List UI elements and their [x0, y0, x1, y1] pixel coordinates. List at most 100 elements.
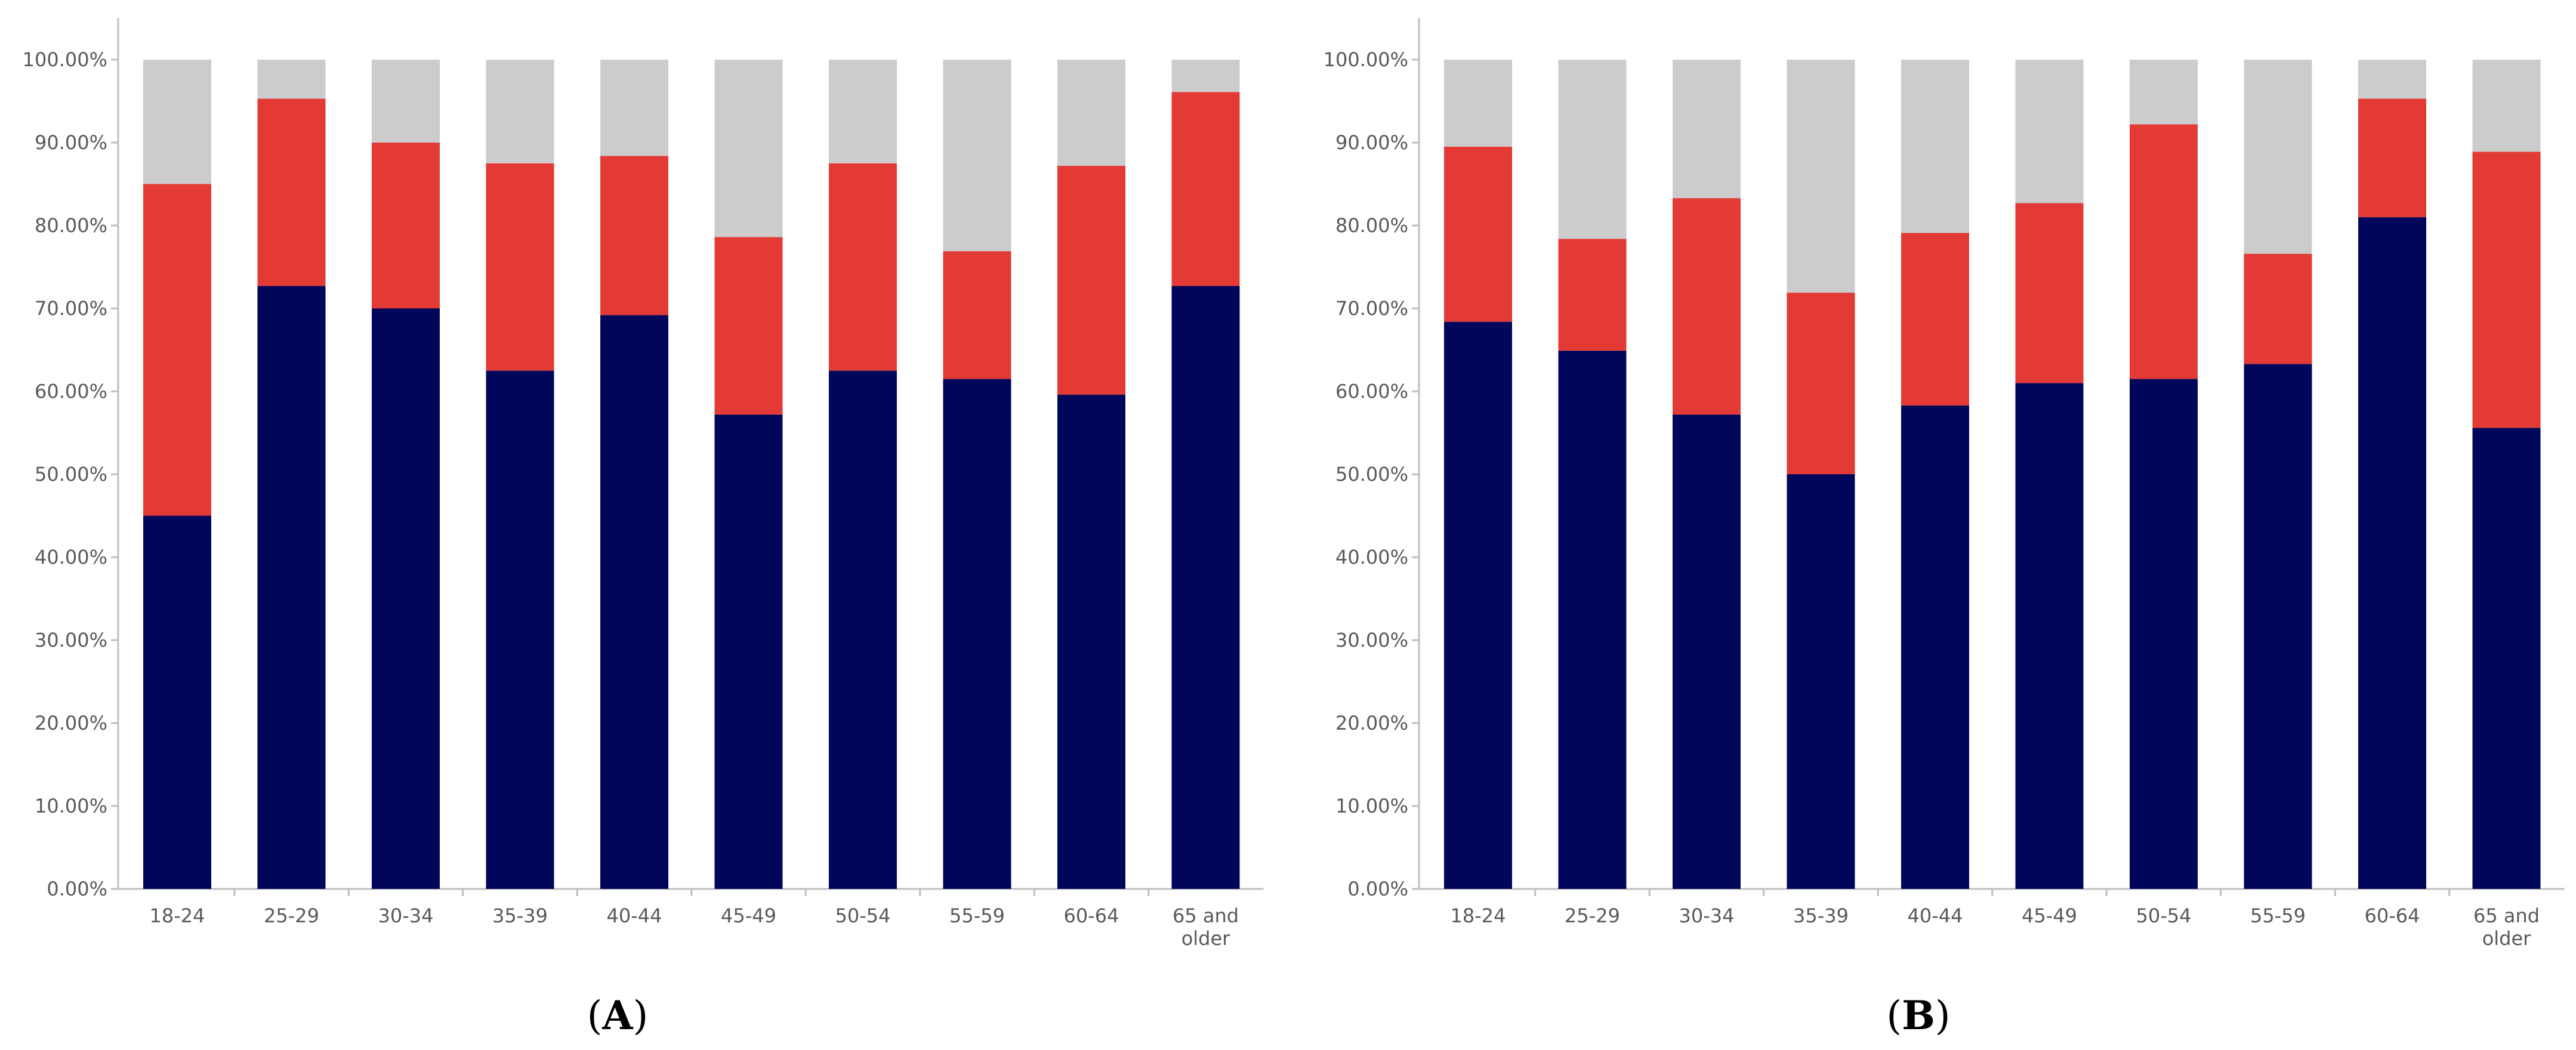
panel-a-y-tick-label: 70.00%: [35, 297, 107, 320]
panel-a-bar-60-64-bottom: [1057, 394, 1125, 889]
panel-a-bar-65-and-older-middle: [1171, 92, 1240, 286]
panel-b-bar-25-29-middle: [1558, 239, 1627, 351]
panel-a-bar-50-54-middle: [829, 163, 897, 371]
panel-a-bar-18-24-top: [143, 60, 211, 184]
panel-b-x-tick-label-45-49: 45-49: [2022, 904, 2077, 927]
panel-a-bar-25-29-middle: [257, 98, 326, 286]
panel-a-bar-35-39-middle: [486, 163, 554, 371]
panel-b-y-tick-label: 80.00%: [1335, 214, 1408, 237]
panel-b-bar-45-49-middle: [2015, 203, 2084, 384]
panel-a-bar-40-44-bottom: [600, 315, 668, 889]
panel-b-x-tick-label-25-29: 25-29: [1565, 904, 1620, 927]
panel-b-bar-50-54-top: [2130, 60, 2198, 125]
panel-a-bar-18-24-middle: [143, 184, 211, 516]
panel-a-bar-30-34-top: [372, 60, 440, 143]
panel-b-bar-60-64-middle: [2358, 98, 2426, 218]
panel-b-y-tick-label: 30.00%: [1335, 629, 1408, 651]
panel-b-y-tick-label: 50.00%: [1335, 463, 1408, 486]
panel-a-bar-55-59-bottom: [943, 379, 1011, 889]
panel-b-bar-50-54-middle: [2130, 124, 2198, 379]
panel-a-x-tick-label-35-39: 35-39: [492, 904, 548, 927]
panel-a-y-tick-label: 0.00%: [47, 878, 107, 900]
panel-a-x-tick-label-30-34: 30-34: [378, 904, 434, 927]
panel-a-x-tick-label-65-and-older: 65 and older: [1173, 904, 1239, 950]
panel-a-y-tick-label: 100.00%: [23, 48, 107, 71]
panel-b-bar-40-44-middle: [1901, 233, 1969, 406]
panel-b-x-tick-label-55-59: 55-59: [2250, 904, 2306, 927]
panel-a-bar-30-34-bottom: [372, 308, 440, 889]
panel-b-bar-30-34-top: [1673, 60, 1741, 199]
panel-b-bar-55-59-middle: [2244, 254, 2312, 365]
panel-label-a: (A): [587, 992, 649, 1039]
panel-a-x-tick-label-50-54: 50-54: [835, 904, 891, 927]
panel-a-bar-50-54-bottom: [829, 370, 897, 889]
panel-b-y-tick-label: 90.00%: [1335, 131, 1408, 154]
panel-a-bar-45-49-middle: [714, 237, 783, 415]
chart-panel-b: 0.00% 10.00% 20.00% 30.00% 40.00% 50.00% 60.00…: [1324, 18, 2565, 1039]
panel-a-x-tick-label-40-44: 40-44: [607, 904, 662, 927]
panel-a-bar-50-54-top: [829, 60, 897, 163]
panel-b-y-tick-label: 100.00%: [1324, 48, 1408, 71]
panel-b-bar-35-39-middle: [1787, 292, 1855, 474]
panel-b-bar-60-64-bottom: [2358, 217, 2426, 890]
panel-b-bar-50-54-bottom: [2130, 379, 2198, 889]
panel-b-x-tick-label-30-34: 30-34: [1679, 904, 1735, 927]
panel-b-x-tick-label-18-24: 18-24: [1451, 904, 1506, 927]
panel-a-y-tick-label: 60.00%: [35, 380, 107, 403]
panel-b-bar-35-39-top: [1787, 60, 1855, 293]
panel-a-bar-25-29-top: [257, 60, 326, 99]
panel-a-bar-25-29-bottom: [257, 286, 326, 890]
panel-b-y-tick-label: 60.00%: [1335, 380, 1408, 403]
panel-a-x-tick-label-25-29: 25-29: [264, 904, 319, 927]
panel-a-y-tick-label: 20.00%: [35, 712, 107, 734]
panel-a-bar-55-59-middle: [943, 251, 1011, 379]
panel-a-y-tick-label: 40.00%: [35, 546, 107, 569]
panel-b-bar-35-39-bottom: [1787, 474, 1855, 889]
panel-a-x-tick-label-55-59: 55-59: [949, 904, 1005, 927]
panel-a-bar-18-24-bottom: [143, 515, 211, 889]
panel-a-y-tick-label: 10.00%: [35, 795, 107, 817]
panel-b-bar-18-24-middle: [1444, 146, 1512, 322]
panel-b-x-tick-label-40-44: 40-44: [1908, 904, 1963, 927]
panel-b-bar-65-and-older-top: [2472, 60, 2541, 152]
panel-b-bar-45-49-bottom: [2015, 383, 2084, 889]
panel-b-y-tick-label: 10.00%: [1335, 795, 1408, 817]
panel-a-bar-40-44-top: [600, 60, 668, 156]
panel-b-y-tick-label: 0.00%: [1347, 878, 1408, 900]
panel-b-bar-30-34-bottom: [1673, 414, 1741, 889]
panel-b-bar-60-64-top: [2358, 60, 2426, 99]
panel-a-bar-35-39-top: [486, 60, 554, 163]
panel-b-bar-30-34-middle: [1673, 198, 1741, 415]
panel-a-bar-35-39-bottom: [486, 370, 554, 889]
chart-panel-a: 0.00% 10.00% 20.00% 30.00% 40.00% 50.00% 60.00…: [23, 18, 1264, 1039]
panel-a-bar-55-59-top: [943, 60, 1011, 252]
panel-b-bar-65-and-older-middle: [2472, 152, 2541, 428]
panel-a-x-tick-label-60-64: 60-64: [1064, 904, 1119, 927]
panel-a-bar-65-and-older-bottom: [1171, 286, 1240, 890]
panel-a-bar-30-34-middle: [372, 143, 440, 308]
panel-b-x-tick-label-65-and-older: 65 and older: [2473, 904, 2540, 950]
panel-a-bar-45-49-bottom: [714, 414, 783, 889]
panel-b-y-tick-label: 20.00%: [1335, 712, 1408, 734]
panel-b-bar-18-24-top: [1444, 60, 1512, 147]
panel-a-y-tick-label: 80.00%: [35, 214, 107, 237]
panel-b-x-tick-label-35-39: 35-39: [1793, 904, 1849, 927]
panel-a-bar-45-49-top: [714, 60, 783, 237]
panel-b-x-tick-label-50-54: 50-54: [2136, 904, 2192, 927]
panel-b-bar-55-59-bottom: [2244, 364, 2312, 889]
panel-a-x-tick-label-18-24: 18-24: [150, 904, 205, 927]
panel-b-y-tick-label: 70.00%: [1335, 297, 1408, 320]
panel-b-y-tick-label: 40.00%: [1335, 546, 1408, 569]
panel-a-bar-65-and-older-top: [1171, 60, 1240, 92]
panel-a-y-tick-label: 50.00%: [35, 463, 107, 486]
panel-a-y-tick-label: 30.00%: [35, 629, 107, 651]
panel-b-bar-25-29-top: [1558, 60, 1627, 239]
panel-b-bar-55-59-top: [2244, 60, 2312, 254]
panel-a-x-tick-label-45-49: 45-49: [721, 904, 776, 927]
panel-a-bar-60-64-top: [1057, 60, 1125, 166]
panel-b-bar-65-and-older-bottom: [2472, 428, 2541, 889]
panel-b-bar-45-49-top: [2015, 60, 2084, 203]
panel-a-y-tick-label: 90.00%: [35, 131, 107, 154]
panel-label-b: (B): [1886, 992, 1950, 1039]
